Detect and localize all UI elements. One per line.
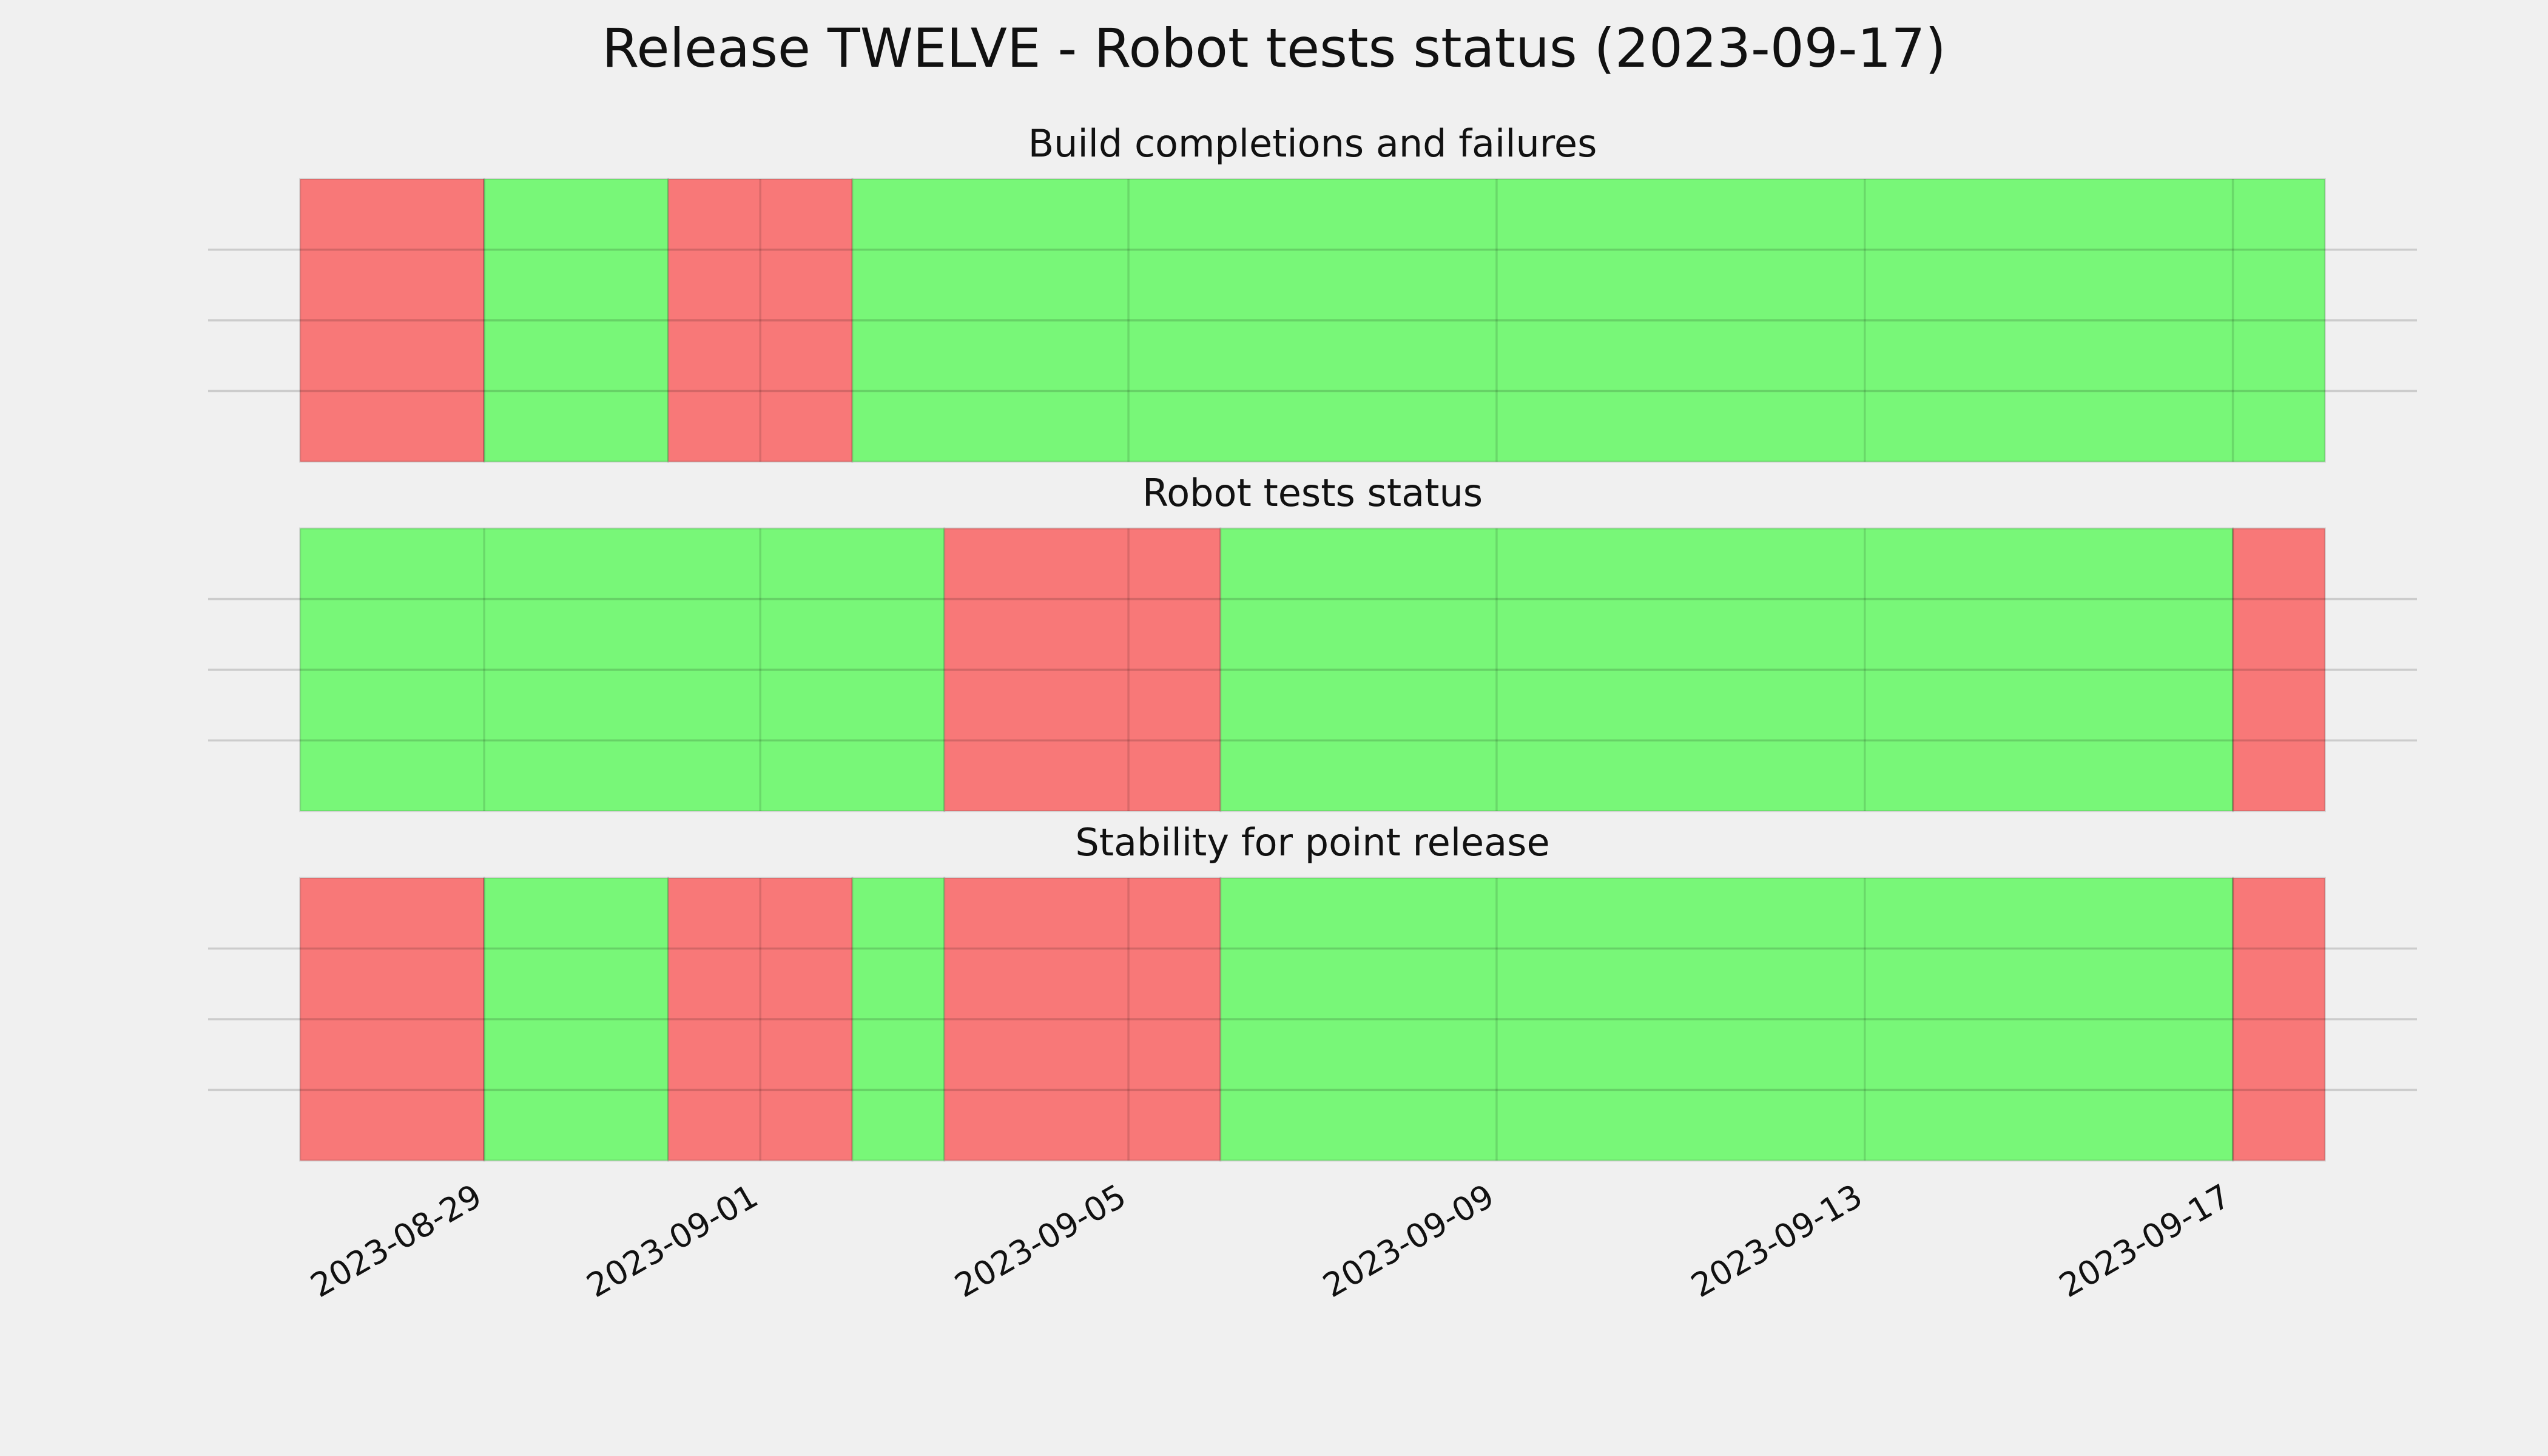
panel-title: Stability for point release <box>1075 820 1549 864</box>
status-span <box>851 178 2326 463</box>
status-span <box>2232 877 2326 1162</box>
status-span <box>1219 527 2234 812</box>
panel-title: Build completions and failures <box>1028 121 1597 166</box>
status-span <box>1219 877 2234 1162</box>
panel-title: Robot tests status <box>1142 471 1483 515</box>
status-span <box>2232 527 2326 812</box>
status-span <box>483 178 670 463</box>
status-span <box>667 877 854 1162</box>
status-span <box>483 877 670 1162</box>
status-span <box>851 877 946 1162</box>
chart-title: Release TWELVE - Robot tests status (202… <box>602 17 1946 79</box>
status-span <box>299 877 485 1162</box>
status-span <box>667 178 854 463</box>
status-span <box>943 527 1222 812</box>
status-span <box>299 527 946 812</box>
status-span <box>299 178 485 463</box>
status-span <box>943 877 1222 1162</box>
